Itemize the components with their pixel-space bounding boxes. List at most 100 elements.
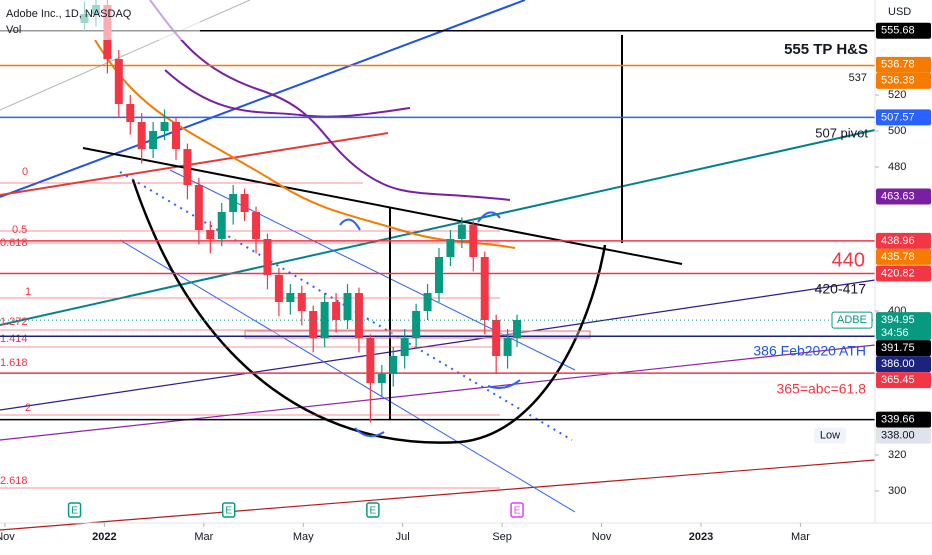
price-label-box [876,427,931,444]
annotation: 365=abc=61.8 [776,381,866,397]
price-label-box [876,340,931,357]
candle-body [149,131,158,150]
symbol-tag-box [831,311,873,329]
x-tick-label: Nov [0,531,15,543]
price-label: 420.82 [881,267,915,279]
price-label-box [876,72,931,89]
price-label: 435.78 [881,251,915,263]
candle-body [137,122,146,150]
candle-body [343,292,352,320]
channel-line [119,239,576,513]
fib-label: 1 [25,286,31,298]
countdown: 34:56 [881,327,909,339]
y-axis-label: USD [888,6,911,18]
y-tick-label: 500 [888,125,906,137]
candle-body [457,224,466,240]
fib-label: 1.618 [0,357,28,369]
candle-body [171,122,180,150]
candle-body [274,274,283,302]
fib-label: 0.5 [12,224,27,236]
x-tick-label: Sep [492,531,512,543]
candle-body [492,319,501,356]
price-label-box [876,411,931,428]
candle-body [126,104,135,123]
candle-body [423,292,432,311]
candle-body [332,301,341,320]
arc [354,427,385,438]
price-label: 339.66 [881,413,915,425]
price-label-box [876,248,931,265]
cup-curve [131,179,607,444]
earnings-label: E [370,506,377,517]
candle-body [480,257,489,320]
price-label: 394.95 [881,314,915,326]
ma-line [94,39,516,249]
annotation: 555 TP H&S [784,41,868,58]
fib-label: 2.618 [0,475,28,487]
price-label: 386.00 [881,358,915,370]
price-label-box [876,265,931,282]
earnings-marker [366,502,380,518]
earnings-marker [67,502,82,518]
x-tick-label: 2022 [92,531,116,543]
candle-body [412,310,421,338]
candle-body [286,292,295,302]
x-tick-label: Mar [791,531,810,543]
price-label: 338.00 [881,429,915,441]
candle-body [263,239,272,275]
annotation: 507 pivot [815,125,868,140]
candle-body [194,185,203,231]
header-bg [0,0,200,40]
trendline [0,0,526,198]
trendline [0,344,876,441]
price-label: 365.45 [881,374,915,386]
candle-body [229,194,238,213]
y-tick-label: 480 [888,161,906,173]
candle-body [469,224,478,258]
earnings-label: E [225,506,232,517]
y-tick-label: 300 [888,485,906,497]
annotation: 420-417 [815,281,867,297]
chart-title: Adobe Inc., 1D, NASDAQ [6,8,132,20]
candle-body [389,355,398,374]
y-tick-label: 520 [888,89,906,101]
earnings-marker [510,502,524,518]
symbol-tag: ADBE [837,314,867,326]
price-label-box [876,372,931,389]
ma-line [164,69,411,118]
price-label-box [876,356,931,373]
candle-body [366,337,375,383]
price-label-box [876,312,931,341]
fib-label: 0 [22,166,28,178]
candle-body [217,212,226,240]
price-label-box [876,56,931,73]
candle-body [160,122,169,132]
price-label-box [876,188,931,205]
annotation: 537 [849,72,867,84]
trendline [0,132,389,196]
fib-label: 1.414 [0,333,28,345]
x-tick-label: Nov [592,531,612,543]
x-tick-label: May [293,531,314,543]
candle-body [240,194,249,213]
volume-label: Vol [6,24,21,36]
candle-body [377,373,386,383]
candle-body [114,59,123,105]
price-label: 536.38 [881,75,915,87]
low-tag: Low [820,429,840,441]
price-label-box [876,232,931,249]
ma-line [149,0,511,201]
candle-body [297,292,306,311]
price-label: 463.63 [881,190,915,202]
fib-label: 1.272 [0,316,28,328]
candle-body [400,337,409,356]
price-label: 555.68 [881,25,915,37]
annotation: 440 [832,249,865,271]
trendline [0,279,876,411]
arc [339,218,361,231]
fib-label: 0.618 [0,237,28,249]
trendline [0,129,876,326]
price-label: 507.57 [881,111,915,123]
candle-body [513,319,522,338]
price-label-box [876,22,931,39]
